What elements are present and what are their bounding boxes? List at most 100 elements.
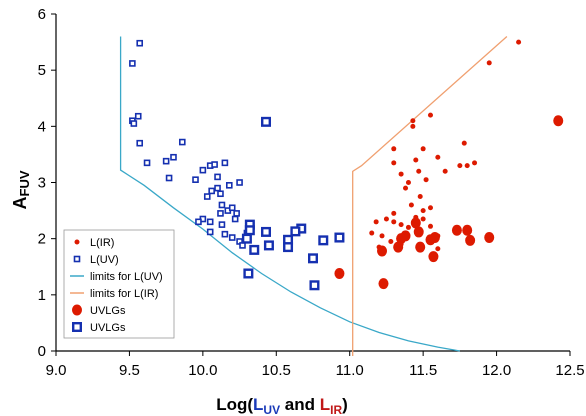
y-tick-label: 3 — [38, 175, 46, 192]
data-point — [290, 226, 301, 237]
data-point — [417, 194, 423, 200]
data-point — [162, 157, 170, 165]
data-point — [369, 230, 375, 236]
data-point — [373, 219, 379, 225]
legend-swatch — [74, 239, 80, 245]
series-layer — [119, 36, 564, 356]
data-point — [261, 116, 272, 127]
x-axis-title-uv: L — [253, 395, 263, 414]
data-point — [249, 244, 260, 255]
x-axis-title-ir: L — [320, 395, 330, 414]
legend-swatch — [73, 255, 81, 263]
data-point — [553, 115, 564, 127]
legend-box — [63, 229, 175, 339]
data-point — [241, 233, 252, 244]
legend-label: limits for L(UV) — [90, 271, 163, 283]
data-point — [203, 193, 211, 200]
x-tick-label: 9.0 — [46, 362, 67, 379]
legend-label: L(UV) — [90, 254, 119, 266]
data-point — [427, 205, 433, 211]
data-point — [398, 222, 404, 228]
data-point — [464, 163, 470, 169]
data-point — [334, 232, 345, 243]
x-axis-title-uv-sub: UV — [263, 403, 280, 416]
x-tick-label: 11.0 — [336, 362, 364, 379]
series-large-dot — [334, 115, 564, 290]
y-tick-label: 2 — [38, 231, 46, 248]
data-point — [410, 123, 416, 129]
data-point — [427, 112, 433, 118]
x-tick-label: 10.5 — [262, 362, 291, 379]
data-point — [228, 234, 236, 241]
data-point — [383, 216, 389, 222]
data-point — [136, 39, 144, 47]
data-point — [243, 268, 254, 279]
data-point — [410, 118, 416, 124]
data-point — [334, 267, 345, 279]
data-point — [391, 210, 397, 216]
data-point — [457, 163, 463, 169]
data-point — [233, 210, 240, 217]
data-point — [261, 226, 272, 237]
x-axis-title-suffix: ) — [342, 395, 348, 414]
data-point — [308, 253, 319, 264]
data-point — [451, 224, 462, 236]
legend: L(IR) L(UV) limits for L(UV) limits for L(I… — [63, 229, 175, 339]
data-point — [214, 173, 221, 181]
data-point — [217, 190, 224, 198]
series-small-dot — [369, 39, 522, 252]
data-point — [420, 208, 426, 214]
data-point — [208, 187, 215, 195]
legend-label: UVLGs — [90, 322, 126, 334]
y-axis-title-sub: FUV — [17, 170, 32, 196]
data-point — [318, 235, 329, 246]
legend-swatch — [72, 304, 82, 316]
data-point — [420, 146, 426, 152]
data-point — [413, 157, 419, 163]
data-point — [225, 182, 233, 189]
data-point — [405, 224, 411, 230]
data-point — [283, 242, 294, 253]
data-point — [391, 219, 397, 225]
x-tick-label: 12.0 — [482, 362, 511, 379]
x-tick-label: 12.5 — [555, 362, 584, 379]
data-point — [393, 241, 404, 253]
data-point — [136, 139, 144, 147]
data-point — [398, 171, 404, 177]
x-tick-label: 10.0 — [188, 362, 217, 379]
data-point — [192, 176, 199, 183]
data-point — [377, 245, 388, 257]
data-point — [178, 138, 186, 146]
x-tick-label: 11.5 — [409, 362, 437, 379]
data-point — [170, 153, 177, 161]
data-point — [415, 241, 426, 253]
data-point — [129, 60, 136, 67]
legend-swatch — [71, 322, 82, 333]
data-point — [442, 168, 448, 174]
y-tick-label: 0 — [38, 343, 46, 360]
data-point — [195, 218, 202, 226]
data-point — [484, 232, 495, 244]
x-axis-title: Log(LUV and LIR) — [216, 395, 348, 416]
data-point — [143, 159, 151, 167]
y-tick-label: 5 — [38, 62, 46, 79]
data-point — [391, 160, 397, 166]
data-point — [379, 233, 385, 239]
data-point — [408, 202, 414, 208]
data-point — [516, 39, 522, 45]
data-point — [236, 179, 243, 186]
data-point — [396, 233, 407, 245]
data-point — [416, 168, 422, 174]
data-point — [462, 224, 473, 236]
legend-label: L(IR) — [90, 237, 114, 249]
data-point — [309, 280, 320, 291]
x-tick-label: 9.5 — [119, 362, 140, 379]
legend-label: limits for L(IR) — [90, 288, 158, 300]
data-point — [244, 225, 255, 236]
data-point — [221, 159, 229, 167]
y-axis-title-main: A — [10, 197, 30, 210]
plot-axes — [51, 13, 571, 356]
data-point — [486, 60, 492, 66]
x-axis-title-prefix: Log( — [216, 395, 253, 414]
